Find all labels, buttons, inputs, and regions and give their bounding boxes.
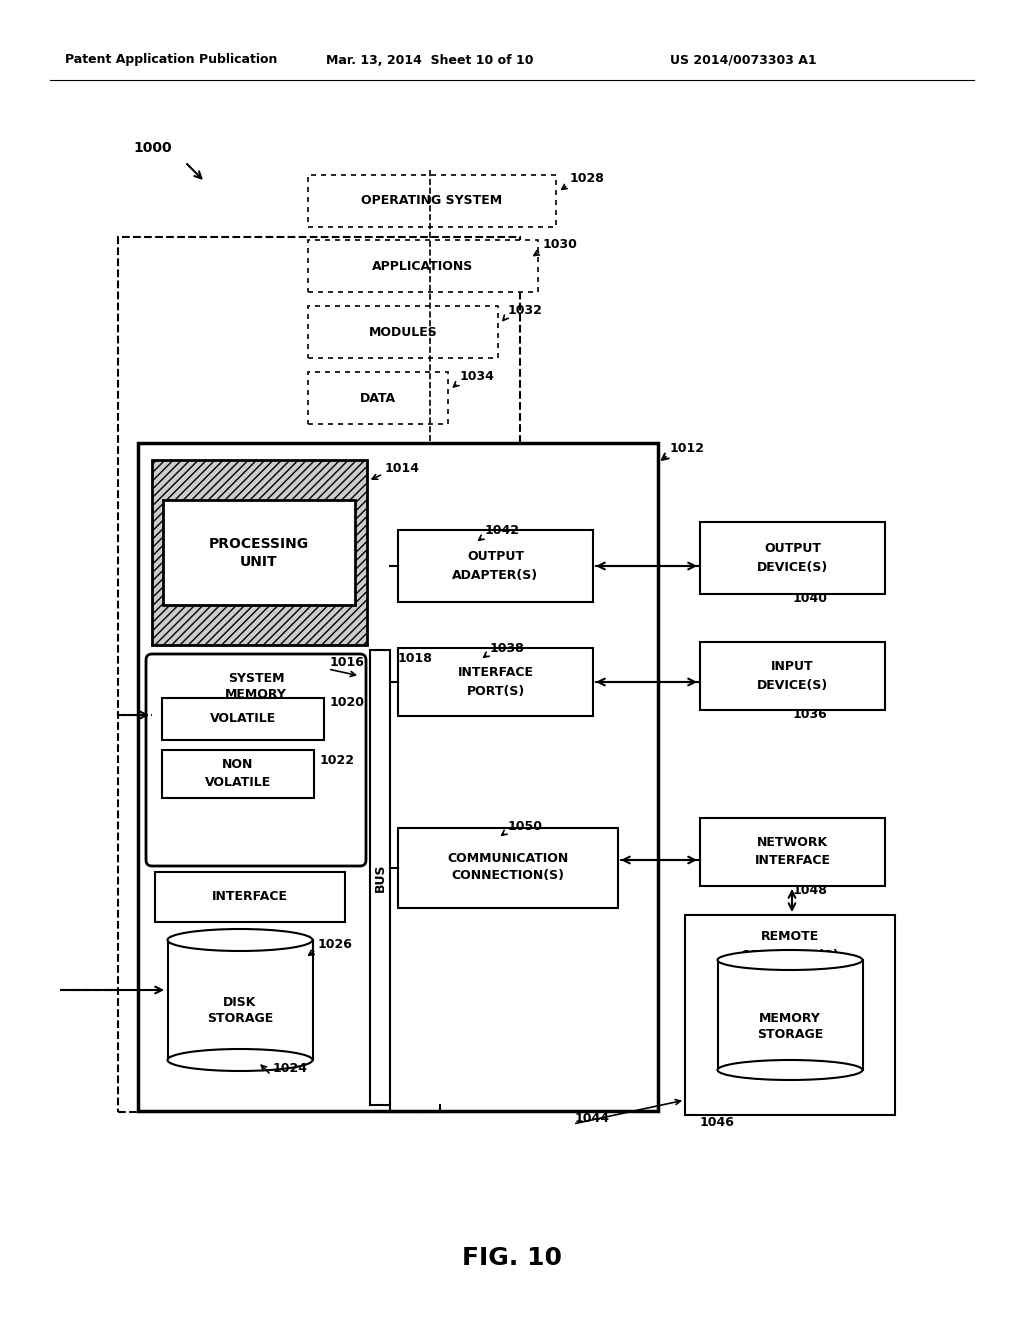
- Text: VOLATILE: VOLATILE: [205, 776, 271, 789]
- Text: 1014: 1014: [385, 462, 420, 474]
- Text: 1046: 1046: [700, 1115, 735, 1129]
- Text: CONNECTION(S): CONNECTION(S): [452, 870, 564, 883]
- Bar: [308, 240, 538, 292]
- Text: OUTPUT: OUTPUT: [764, 543, 821, 556]
- Text: COMPUTER(S): COMPUTER(S): [740, 949, 840, 961]
- Text: INPUT: INPUT: [771, 660, 814, 673]
- Bar: [718, 960, 862, 1071]
- Text: Mar. 13, 2014  Sheet 10 of 10: Mar. 13, 2014 Sheet 10 of 10: [327, 54, 534, 66]
- Bar: [685, 915, 895, 1115]
- Text: INTERFACE: INTERFACE: [212, 891, 288, 903]
- Text: 1032: 1032: [508, 304, 543, 317]
- Bar: [398, 531, 593, 602]
- Text: 1044: 1044: [575, 1111, 610, 1125]
- Ellipse shape: [718, 1060, 862, 1080]
- Text: 1034: 1034: [460, 370, 495, 383]
- Bar: [700, 818, 885, 886]
- Text: DISK: DISK: [223, 997, 257, 1010]
- Text: 1026: 1026: [318, 937, 353, 950]
- Text: 1016: 1016: [330, 656, 365, 669]
- Text: Patent Application Publication: Patent Application Publication: [65, 54, 278, 66]
- Text: BUS: BUS: [374, 863, 386, 892]
- Text: DATA: DATA: [360, 392, 396, 404]
- Text: 1038: 1038: [490, 642, 524, 655]
- Text: NETWORK: NETWORK: [757, 837, 828, 850]
- Bar: [138, 444, 658, 1111]
- Text: STORAGE: STORAGE: [207, 1012, 273, 1026]
- Text: US 2014/0073303 A1: US 2014/0073303 A1: [670, 54, 816, 66]
- Text: FIG. 10: FIG. 10: [462, 1246, 562, 1270]
- Text: PORT(S): PORT(S): [466, 685, 524, 697]
- Text: 1000: 1000: [133, 141, 172, 154]
- Text: ADAPTER(S): ADAPTER(S): [453, 569, 539, 582]
- Bar: [162, 750, 314, 799]
- Text: 1030: 1030: [543, 238, 578, 251]
- Text: SYSTEM: SYSTEM: [227, 672, 285, 685]
- Ellipse shape: [718, 950, 862, 970]
- Text: DEVICE(S): DEVICE(S): [757, 678, 828, 692]
- Text: 1042: 1042: [485, 524, 520, 536]
- Bar: [308, 372, 449, 424]
- Bar: [308, 176, 556, 227]
- Bar: [157, 465, 372, 649]
- Bar: [398, 828, 618, 908]
- Text: MEMORY: MEMORY: [225, 688, 287, 701]
- Text: 1050: 1050: [508, 820, 543, 833]
- FancyBboxPatch shape: [146, 653, 366, 866]
- Text: INTERFACE: INTERFACE: [755, 854, 830, 867]
- Bar: [162, 698, 324, 741]
- Text: OUTPUT: OUTPUT: [467, 550, 524, 564]
- Text: 1028: 1028: [570, 172, 605, 185]
- Text: COMMUNICATION: COMMUNICATION: [447, 851, 568, 865]
- Text: UNIT: UNIT: [241, 556, 278, 569]
- Text: APPLICATIONS: APPLICATIONS: [373, 260, 474, 272]
- Text: 1048: 1048: [793, 883, 827, 896]
- Text: 1022: 1022: [319, 754, 355, 767]
- Bar: [398, 648, 593, 715]
- Text: STORAGE: STORAGE: [757, 1027, 823, 1040]
- Text: NON: NON: [222, 759, 254, 771]
- Text: 1040: 1040: [793, 591, 828, 605]
- Bar: [118, 238, 520, 1111]
- Bar: [155, 873, 345, 921]
- Text: PROCESSING: PROCESSING: [209, 536, 309, 550]
- Text: 1024: 1024: [273, 1061, 308, 1074]
- Bar: [163, 500, 355, 605]
- Text: REMOTE: REMOTE: [761, 931, 819, 944]
- Text: 1012: 1012: [670, 441, 705, 454]
- Text: VOLATILE: VOLATILE: [210, 713, 276, 726]
- Text: 1036: 1036: [793, 709, 827, 722]
- Bar: [700, 642, 885, 710]
- Bar: [370, 649, 390, 1105]
- Text: 1020: 1020: [330, 696, 365, 709]
- Text: MEMORY: MEMORY: [759, 1011, 821, 1024]
- Bar: [168, 940, 312, 1060]
- Bar: [700, 521, 885, 594]
- Bar: [308, 306, 498, 358]
- Text: OPERATING SYSTEM: OPERATING SYSTEM: [361, 194, 503, 207]
- Bar: [152, 459, 367, 645]
- Ellipse shape: [168, 1049, 312, 1071]
- Text: 1018: 1018: [398, 652, 433, 664]
- Text: DEVICE(S): DEVICE(S): [757, 561, 828, 573]
- Ellipse shape: [168, 929, 312, 950]
- Text: INTERFACE: INTERFACE: [458, 667, 534, 680]
- Text: MODULES: MODULES: [369, 326, 437, 338]
